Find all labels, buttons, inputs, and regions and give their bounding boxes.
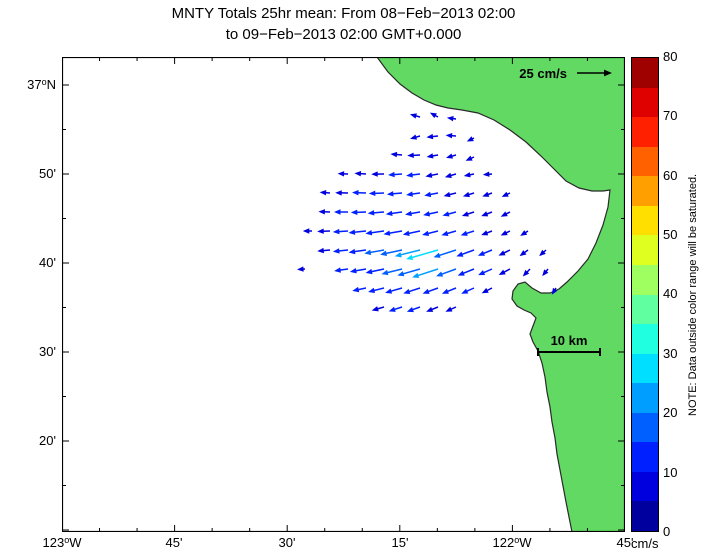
y-tick-label-37n: 37oN bbox=[27, 77, 56, 92]
land-polygon bbox=[376, 57, 625, 532]
figure-title: MNTY Totals 25hr mean: From 08−Feb−2013 … bbox=[62, 3, 625, 45]
colorbar-tick-40: 40 bbox=[663, 286, 678, 301]
scale-bar-label: 10 km bbox=[551, 333, 588, 348]
title-line-2: to 09−Feb−2013 02:00 GMT+0.000 bbox=[225, 26, 462, 43]
colorbar-tick-30: 30 bbox=[663, 346, 678, 361]
reference-arrow-head bbox=[604, 69, 612, 77]
colorbar-gradient bbox=[632, 58, 658, 531]
colorbar-tick-0: 0 bbox=[663, 524, 671, 539]
colorbar-tick-60: 60 bbox=[663, 168, 678, 183]
reference-arrow-label: 25 cm/s bbox=[519, 66, 567, 81]
colorbar-tick-50: 50 bbox=[663, 227, 678, 242]
x-tick-label-30: 30' bbox=[278, 535, 296, 548]
colorbar-unit-label: cm/s bbox=[631, 536, 659, 548]
y-tick-label-30: 30' bbox=[39, 344, 56, 359]
map-plot: 25 cm/s 10 km bbox=[62, 57, 625, 532]
plot-border bbox=[62, 57, 625, 532]
title-line-1: MNTY Totals 25hr mean: From 08−Feb−2013 … bbox=[171, 5, 516, 22]
y-tick-label-50: 50' bbox=[39, 166, 56, 181]
x-tick-label-123w: 123oW bbox=[42, 535, 82, 548]
y-tick-label-40: 40' bbox=[39, 255, 56, 270]
y-tick-label-20: 20' bbox=[39, 433, 56, 448]
colorbar-note: NOTE: Data outside color range will be s… bbox=[687, 173, 699, 416]
x-tick-label-45b: 45' bbox=[616, 535, 634, 548]
colorbar-tick-10: 10 bbox=[663, 465, 678, 480]
current-vectors bbox=[297, 112, 558, 313]
x-tick-label-122w: 122oW bbox=[492, 535, 532, 548]
colorbar-tick-80: 80 bbox=[663, 49, 678, 64]
colorbar-tick-70: 70 bbox=[663, 108, 678, 123]
x-tick-label-45a: 45' bbox=[165, 535, 183, 548]
x-tick-label-15: 15' bbox=[391, 535, 409, 548]
colorbar bbox=[631, 57, 659, 532]
reference-arrow: 25 cm/s bbox=[519, 66, 612, 81]
colorbar-tick-20: 20 bbox=[663, 405, 678, 420]
scale-bar: 10 km bbox=[537, 333, 601, 356]
